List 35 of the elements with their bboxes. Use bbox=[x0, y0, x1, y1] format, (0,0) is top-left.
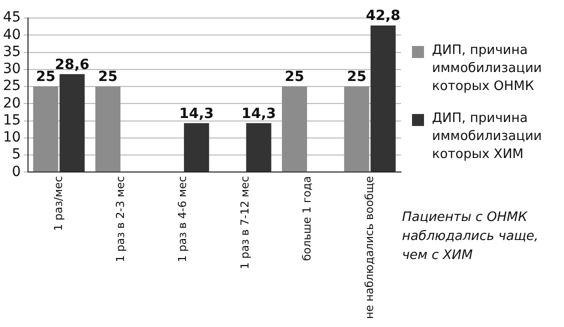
legend-label: ДИП, причина иммобилизации которых ХИМ bbox=[432, 110, 543, 164]
y-tick-label: 20 bbox=[2, 95, 21, 112]
x-tick-label: не наблюдались вообще bbox=[362, 176, 376, 320]
text: Пациенты с ОНМК наблюдались чаще, чем с ХИМ bbox=[402, 209, 540, 265]
x-tick-label: 1 раз в 7-12 мес bbox=[238, 176, 252, 270]
x-tick-label: 1 раз в 2-3 мес bbox=[114, 176, 127, 262]
bar bbox=[95, 86, 120, 172]
bar bbox=[370, 26, 396, 172]
bar bbox=[282, 86, 308, 172]
y-tick-label: 15 bbox=[2, 112, 21, 128]
bar bbox=[60, 74, 85, 172]
bar bbox=[344, 86, 370, 172]
y-tick-label: 35 bbox=[2, 44, 21, 60]
y-tick-label: 30 bbox=[2, 61, 21, 78]
data-label: 25 bbox=[346, 69, 366, 86]
data-label: 25 bbox=[36, 69, 56, 86]
data-label: 14,3 bbox=[179, 106, 214, 122]
data-label: 42,8 bbox=[366, 8, 400, 24]
y-tick-label: 0 bbox=[12, 164, 21, 180]
y-tick-label: 40 bbox=[2, 26, 21, 43]
x-tick-label: 1 раз/мес bbox=[52, 176, 65, 232]
y-tick-label: 10 bbox=[2, 130, 21, 146]
bar bbox=[33, 86, 58, 172]
data-label: 25 bbox=[284, 69, 304, 86]
x-tick-label: больше 1 года bbox=[300, 176, 314, 261]
data-label: 28,6 bbox=[54, 56, 90, 73]
legend-label: ДИП, причина иммобилизации которых ОНМК bbox=[432, 42, 543, 96]
bar bbox=[184, 123, 210, 172]
y-tick-label: 5 bbox=[12, 146, 21, 163]
y-tick-label: 45 bbox=[2, 10, 21, 26]
data-label: 25 bbox=[98, 69, 118, 86]
y-tick-label: 25 bbox=[2, 78, 21, 94]
data-label: 14,3 bbox=[241, 106, 276, 122]
bar bbox=[246, 123, 272, 172]
x-tick-label: 1 раз в 4-6 мес bbox=[176, 176, 190, 262]
